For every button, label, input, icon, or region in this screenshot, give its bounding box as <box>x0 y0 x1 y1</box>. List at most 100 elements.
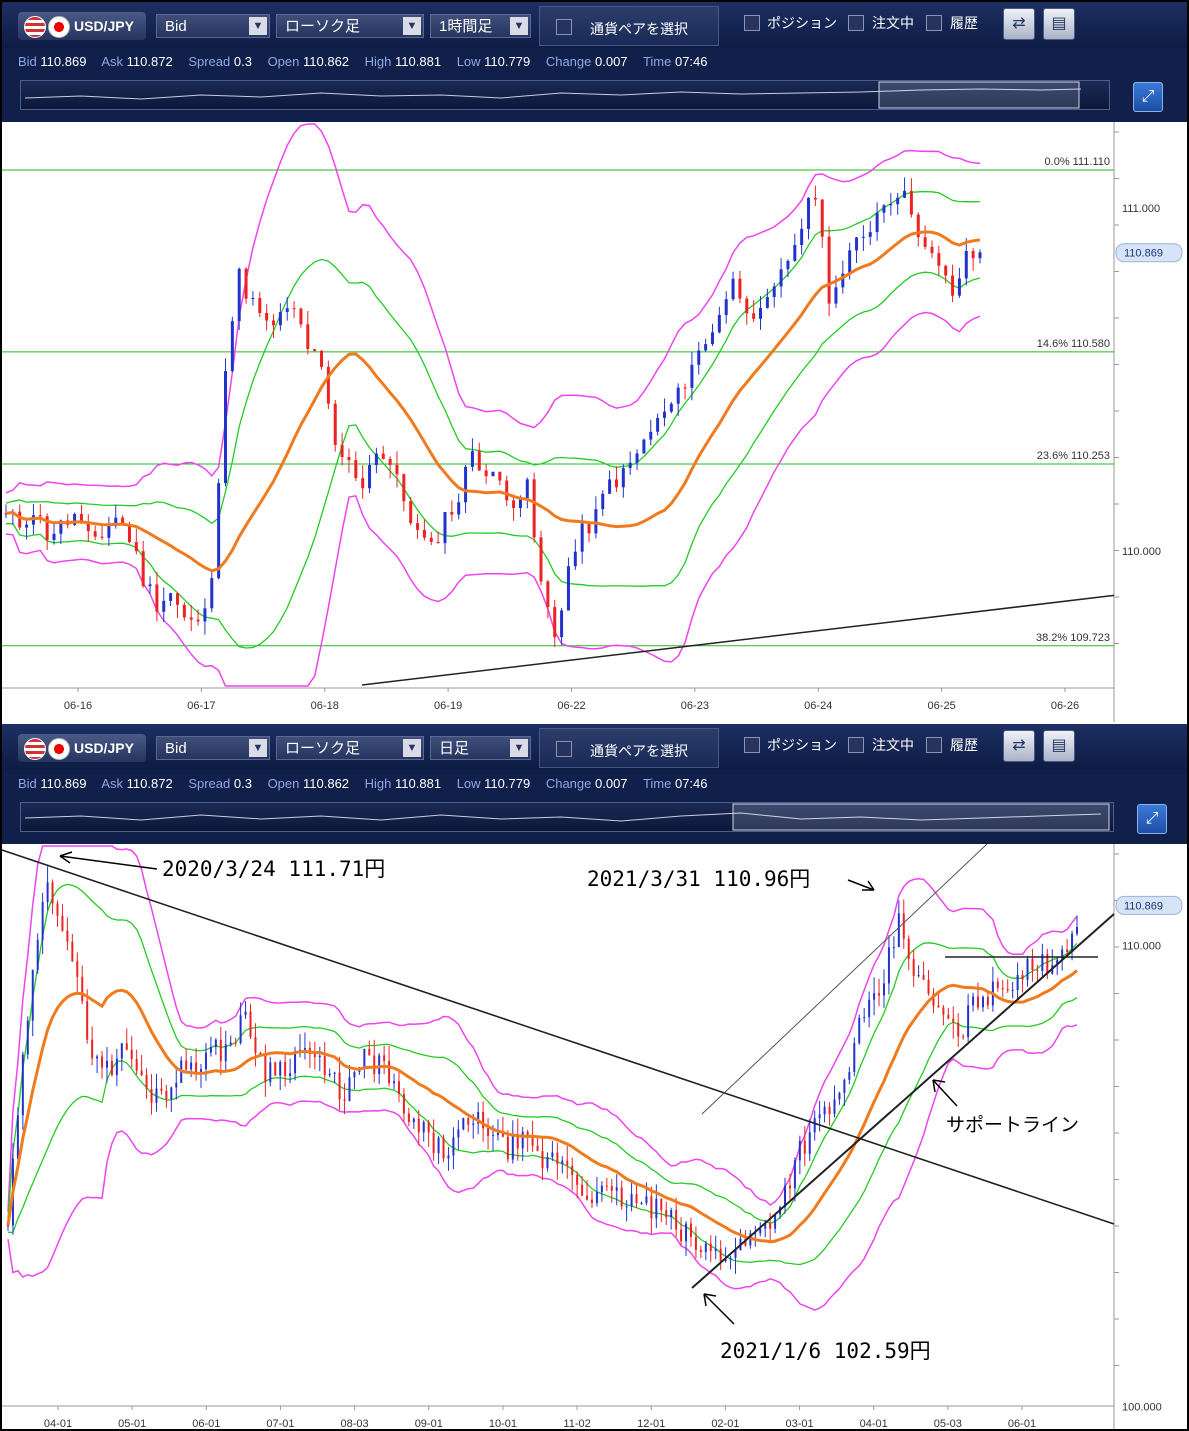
window-layout-icon[interactable]: ▤ <box>1043 730 1075 762</box>
candle-body <box>491 471 495 477</box>
candle-body <box>279 1061 282 1076</box>
position-checkbox[interactable] <box>744 15 760 31</box>
candle-body <box>962 1036 965 1038</box>
price-type-select[interactable]: Bid ▼ <box>156 14 270 38</box>
navigator-scrollbar[interactable] <box>20 80 1110 110</box>
japan-flag-icon <box>48 738 70 760</box>
candle-body <box>972 996 975 1006</box>
candle-body <box>759 1228 762 1234</box>
candle-body <box>536 1145 539 1152</box>
candle-body <box>443 512 447 544</box>
candle-body <box>714 1248 717 1251</box>
bid-label: Bid <box>18 776 37 791</box>
chart-type-select[interactable]: ローソク足 ▼ <box>276 736 424 760</box>
candle-body <box>734 1250 737 1258</box>
candle-body <box>843 1079 846 1093</box>
arrow-head-icon <box>59 851 73 864</box>
candle-body <box>660 1198 663 1211</box>
candle-body <box>610 1186 613 1191</box>
candle-body <box>36 939 39 970</box>
candle-body <box>581 1184 584 1196</box>
bollinger-middle-band <box>5 230 981 573</box>
candle-body <box>640 1202 643 1204</box>
expand-chart-icon[interactable]: ⤢ <box>1137 804 1167 834</box>
quote-info-bar: Bid 110.869 Ask 110.872 Spread 0.3 Open … <box>2 770 1187 798</box>
candle-body <box>813 1118 816 1133</box>
expand-chart-icon[interactable]: ⤢ <box>1133 82 1163 112</box>
japan-flag-icon <box>48 16 70 38</box>
candle-body <box>395 464 399 475</box>
currency-pair-button[interactable]: USD/JPY <box>18 12 146 40</box>
candle-body <box>635 453 639 463</box>
support-line-label: サポートライン <box>946 1114 1079 1136</box>
candle-body <box>258 298 262 313</box>
orders-checkbox[interactable] <box>848 15 864 31</box>
position-checkbox[interactable] <box>744 737 760 753</box>
navigator-scrollbar[interactable] <box>20 802 1114 832</box>
candle-body <box>828 1106 831 1114</box>
candle-body <box>586 1195 589 1200</box>
candle-body <box>896 197 900 205</box>
candle-body <box>882 983 885 996</box>
candle-body <box>292 308 296 310</box>
window-layout-icon[interactable]: ▤ <box>1043 8 1075 40</box>
candle-body <box>650 1196 653 1219</box>
candle-body <box>738 278 742 299</box>
candle-body <box>848 250 852 274</box>
candle-body <box>224 1044 227 1062</box>
candle-body <box>130 1049 133 1059</box>
history-checkbox[interactable] <box>926 15 942 31</box>
candle-body <box>182 604 186 618</box>
pair-select-checkbox[interactable] <box>556 19 572 35</box>
candle-body <box>605 1185 608 1187</box>
timeframe-select[interactable]: 1時間足 ▼ <box>430 14 531 38</box>
pair-select-checkbox[interactable] <box>556 741 572 757</box>
currency-pair-button[interactable]: USD/JPY <box>18 734 146 762</box>
x-axis-label: 06-16 <box>64 700 92 712</box>
pair-select-toggle[interactable]: 通貨ペアを選択 <box>539 6 719 46</box>
candle-body <box>472 1123 475 1125</box>
candle-body <box>492 1135 495 1137</box>
chart-type-select[interactable]: ローソク足 ▼ <box>276 14 424 38</box>
candle-body <box>244 1011 247 1016</box>
spread-value: 0.3 <box>233 776 252 791</box>
candle-body <box>902 913 905 939</box>
candle-body <box>320 350 324 367</box>
window-swap-icon[interactable]: ⇄ <box>1003 8 1035 40</box>
candle-body <box>368 1048 371 1056</box>
candle-body <box>798 1140 801 1161</box>
fibonacci-label: 23.6% 110.253 <box>1037 450 1110 462</box>
orders-checkbox[interactable] <box>848 737 864 753</box>
high-label: High <box>364 776 392 791</box>
candle-body <box>1061 949 1064 960</box>
candle-body <box>560 610 564 638</box>
candle-body <box>1041 954 1044 971</box>
pair-select-toggle[interactable]: 通貨ペアを選択 <box>539 728 719 768</box>
candle-body <box>361 478 365 489</box>
spread-label: Spread <box>188 54 231 69</box>
timeframe-select[interactable]: 日足 ▼ <box>430 736 531 760</box>
candle-body <box>699 1249 702 1252</box>
candle-body <box>343 1099 346 1101</box>
hourly-candlestick-chart: 0.0% 111.110 14.6% 110.580 23.6% 110.253 38… <box>2 122 1187 722</box>
ask-value: 110.872 <box>126 54 173 69</box>
candle-body <box>155 1088 158 1103</box>
candle-body <box>41 902 44 940</box>
candle-body <box>412 1118 415 1123</box>
pair-select-label: 通貨ペアを選択 <box>590 21 688 37</box>
bollinger-lower-1sigma <box>6 271 981 649</box>
history-checkbox[interactable] <box>926 737 942 753</box>
candle-body <box>807 197 811 229</box>
candle-body <box>793 1160 796 1189</box>
candle-body <box>86 1001 89 1040</box>
candle-body <box>525 479 529 499</box>
candle-body <box>628 462 632 469</box>
candle-body <box>125 1043 128 1050</box>
candle-body <box>561 1160 564 1165</box>
currency-pair-label: USD/JPY <box>74 18 134 34</box>
candle-body <box>556 1152 559 1165</box>
price-type-select[interactable]: Bid ▼ <box>156 736 270 760</box>
candle-body <box>774 1214 777 1229</box>
window-swap-icon[interactable]: ⇄ <box>1003 730 1035 762</box>
candle-body <box>772 286 776 298</box>
